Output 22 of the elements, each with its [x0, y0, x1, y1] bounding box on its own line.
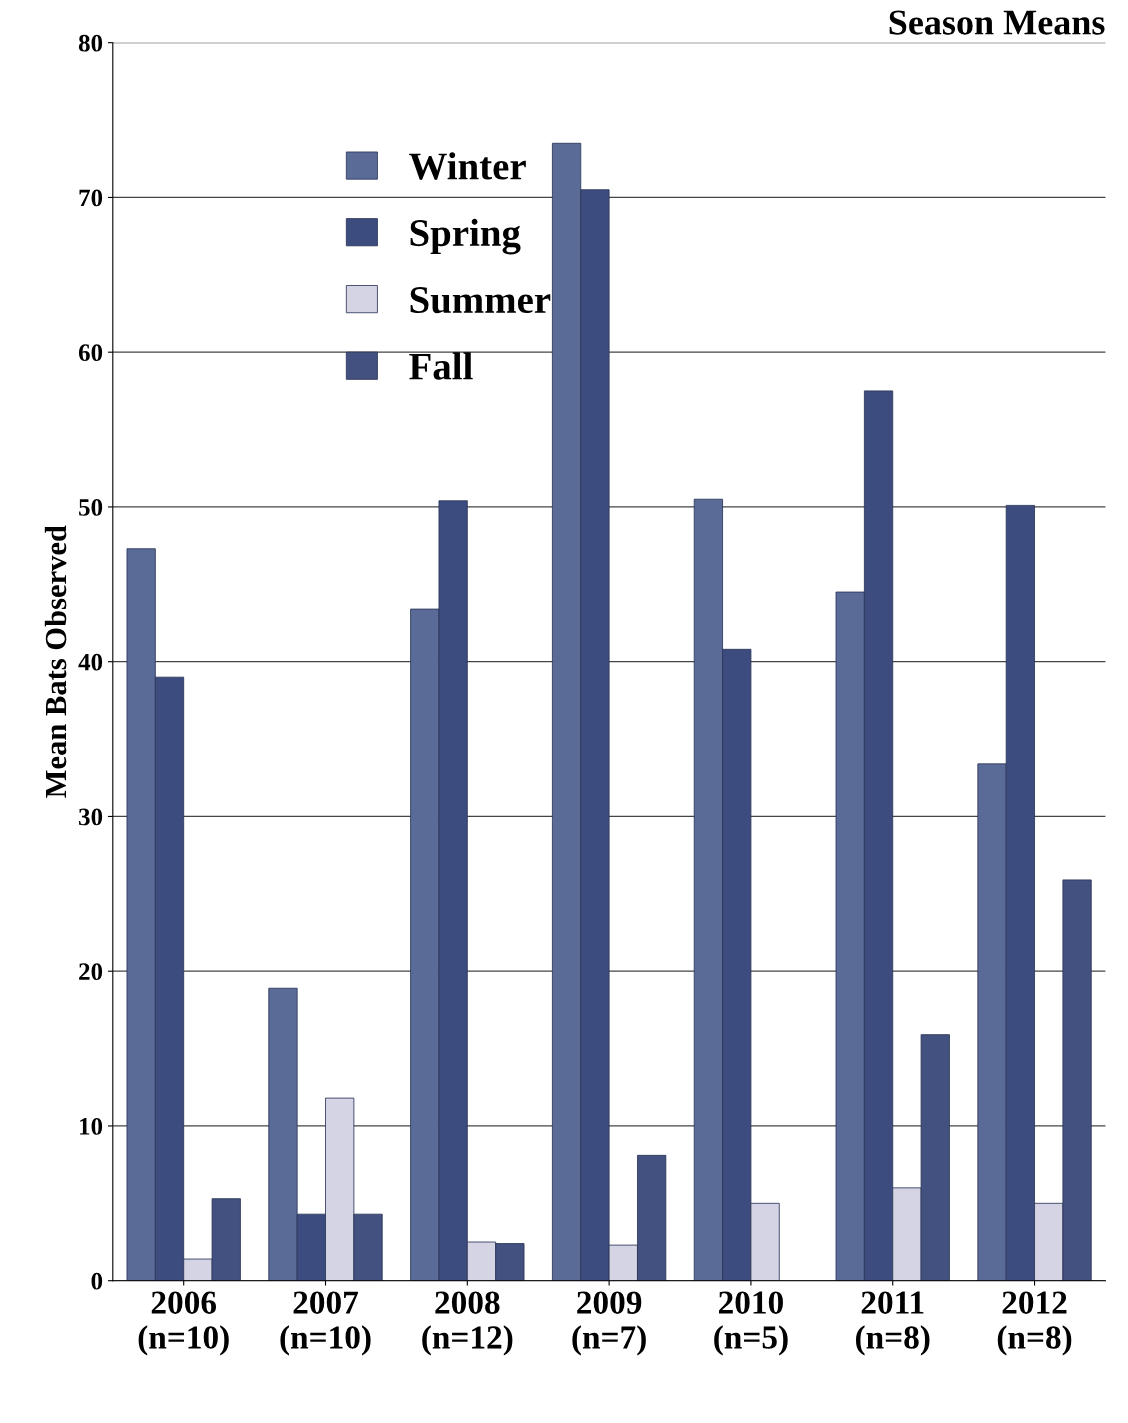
x-tick-label: 2007 (n=10) [280, 1291, 371, 1356]
y-axis-title: Mean Bats Observed [44, 525, 67, 798]
x-tick-label: 2008 (n=12) [422, 1291, 513, 1356]
y-tick-label: 70 [79, 189, 103, 207]
legend-label: Spring [410, 218, 521, 255]
y-tick-label: 0 [91, 1272, 103, 1290]
legend-label: Winter [409, 152, 526, 180]
y-tick-label: 30 [79, 808, 103, 826]
x-tick-label: 2011 (n=8) [856, 1291, 930, 1356]
chart-title: Season Means [889, 10, 1105, 35]
y-tick-label: 60 [78, 344, 103, 362]
y-tick-label: 50 [79, 498, 103, 516]
x-tick-label: 2012 (n=8) [997, 1291, 1072, 1356]
y-tick-label: 40 [78, 653, 103, 671]
legend-label: Summer [410, 286, 551, 314]
y-tick-label: 80 [78, 34, 103, 52]
legend-label: Fall [409, 352, 473, 380]
x-tick-label: 2009 (n=7) [572, 1291, 646, 1356]
y-tick-label: 20 [79, 963, 103, 981]
x-tick-label: 2006 (n=10) [138, 1291, 229, 1356]
y-tick-label: 10 [80, 1118, 103, 1135]
x-tick-label: 2010 (n=5) [714, 1291, 788, 1356]
